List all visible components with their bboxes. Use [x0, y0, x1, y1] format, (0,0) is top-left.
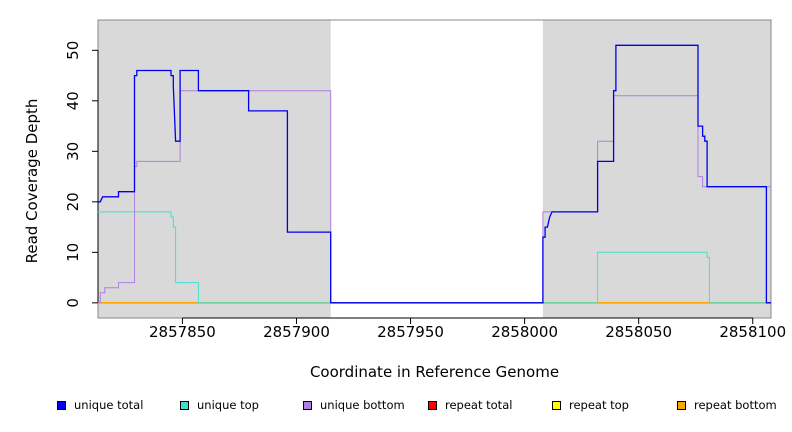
x-tick-label-2857900: 2857900 [263, 323, 330, 341]
series-line-unique-bottom [98, 90, 771, 304]
legend-item-unique-total: unique total [57, 398, 143, 412]
legend-item-unique-top: unique top [180, 398, 259, 412]
legend-item-repeat-total: repeat total [428, 398, 512, 412]
legend-label: unique bottom [320, 398, 405, 412]
shaded-region-1 [98, 20, 331, 318]
shaded-region-2 [542, 20, 771, 318]
x-tick-label-2858100: 2858100 [719, 323, 786, 341]
y-tick-label-40: 40 [64, 91, 82, 110]
x-tick-label-2857950: 2857950 [377, 323, 444, 341]
x-axis-title: Coordinate in Reference Genome [310, 363, 559, 381]
y-tick-label-50: 50 [64, 41, 82, 60]
legend-label: unique total [74, 398, 144, 412]
x-tick-label-2858050: 2858050 [605, 323, 672, 341]
legend-item-repeat-top: repeat top [552, 398, 629, 412]
x-tick-label-2857850: 2857850 [149, 323, 216, 341]
x-tick-label-2858000: 2858000 [491, 323, 558, 341]
series-line-unique-total [98, 44, 771, 304]
y-tick-label-0: 0 [64, 298, 82, 308]
legend-swatch [303, 400, 312, 410]
y-tick-label-20: 20 [64, 192, 82, 211]
legend-label: repeat top [569, 398, 629, 412]
legend-swatch [552, 400, 561, 410]
legend-item-repeat-bottom: repeat bottom [677, 398, 777, 412]
coverage-chart: 0 10 20 30 40 50 2857850 2857900 2857950 2858000 2… [23, 19, 786, 381]
legend-label: unique top [197, 398, 259, 412]
legend-label: repeat bottom [694, 398, 777, 412]
legend-item-unique-bottom: unique bottom [303, 398, 405, 412]
y-tick-label-30: 30 [64, 142, 82, 161]
legend-swatch [428, 400, 437, 410]
y-tick-label-10: 10 [64, 243, 82, 262]
series-line-unique-top [98, 211, 771, 304]
legend-swatch [677, 400, 686, 410]
legend-label: repeat total [445, 398, 513, 412]
legend-swatch [180, 400, 189, 410]
legend: unique total unique top unique bottom repea… [0, 398, 792, 420]
legend-swatch [57, 400, 66, 410]
y-axis-title: Read Coverage Depth [23, 99, 41, 264]
